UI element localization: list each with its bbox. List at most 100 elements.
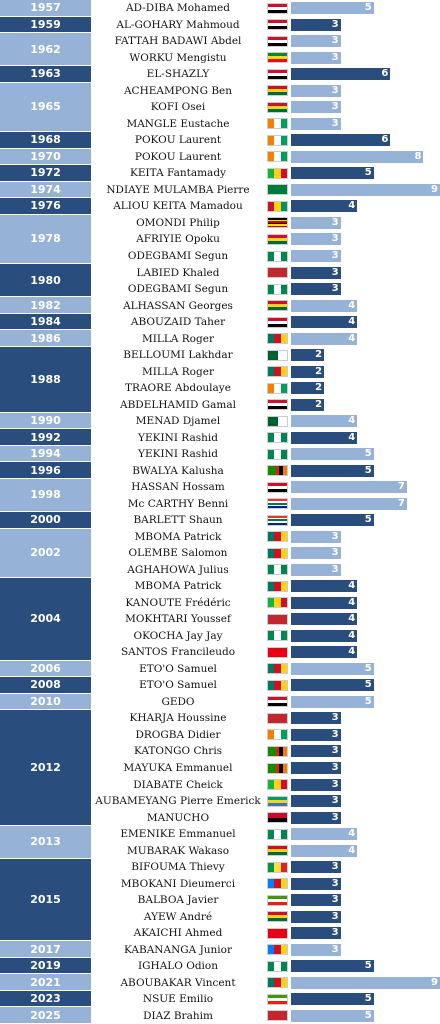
southafrica-flag-icon	[267, 514, 288, 526]
player-name: DROGBA Didier	[92, 726, 264, 744]
zambia-flag-icon	[267, 465, 288, 477]
egypt-flag-icon	[267, 399, 288, 411]
nigeria-flag-icon	[267, 828, 288, 840]
player-name: NDIAYE MULAMBA Pierre	[92, 181, 264, 199]
nigeria-flag-icon	[267, 283, 288, 295]
goals-bar	[291, 563, 341, 576]
player-name: BWALYA Kalusha	[92, 462, 264, 479]
goals-bar	[291, 547, 341, 560]
goals-value-label: 4	[348, 613, 356, 625]
player-name: POKOU Laurent	[92, 148, 264, 166]
goals-value-label: 5	[364, 695, 372, 707]
egypt-flag-icon	[267, 481, 288, 493]
goals-bar	[291, 68, 391, 81]
player-name: OMONDI Philip	[92, 214, 264, 232]
goals-value-label: 2	[315, 349, 323, 361]
zambia-flag-icon	[267, 745, 288, 757]
goals-value-label: 5	[364, 2, 372, 14]
goals-value-label: 3	[331, 877, 339, 889]
goals-value-label: 6	[381, 134, 389, 146]
goals-value-label: 3	[331, 117, 339, 129]
year-label: 2023	[0, 990, 91, 1008]
year-label: 1965	[0, 82, 91, 133]
player-name: KATONGO Chris	[92, 743, 264, 760]
player-name: POKOU Laurent	[92, 132, 264, 149]
goals-value-label: 4	[348, 316, 356, 328]
goals-bar	[291, 35, 341, 48]
cameroon-flag-icon	[267, 547, 288, 559]
player-name: MILLA Roger	[92, 330, 264, 347]
player-name: MOKHTARI Youssef	[92, 611, 264, 628]
goals-bar	[291, 679, 374, 692]
cameroon-flag-icon	[267, 663, 288, 675]
player-name: ODEGBAMI Segun	[92, 280, 264, 298]
goals-bar	[291, 382, 325, 395]
drcongo-flag-icon	[267, 944, 288, 956]
player-name: BALBOA Javier	[92, 891, 264, 909]
goals-value-label: 3	[331, 216, 339, 228]
mali-flag-icon	[267, 597, 288, 609]
player-name: ETO'O Samuel	[92, 660, 264, 678]
zaire-flag-icon	[267, 184, 288, 196]
player-name: MUBARAK Wakaso	[92, 842, 264, 859]
player-name: AYEW André	[92, 908, 264, 925]
player-name: MANGLE Eustache	[92, 115, 264, 133]
goals-bar	[291, 828, 358, 841]
goals-bar	[291, 250, 341, 262]
goals-bar	[291, 514, 374, 527]
goals-bar	[291, 712, 341, 725]
angola-flag-icon	[267, 812, 288, 824]
year-label: 1988	[0, 346, 91, 413]
goals-bar	[291, 266, 341, 279]
ethiopia-flag-icon	[267, 52, 288, 64]
year-label: 2006	[0, 660, 91, 678]
guinea-flag-icon	[267, 200, 288, 212]
nigeria-flag-icon	[267, 630, 288, 642]
goals-bar	[291, 745, 341, 758]
goals-bar	[291, 629, 358, 642]
goals-bar	[291, 613, 358, 626]
ivory-flag-icon	[267, 382, 288, 394]
goals-bar	[291, 316, 358, 329]
nigeria-flag-icon	[267, 960, 288, 972]
ghana-flag-icon	[267, 911, 288, 923]
year-label: 1963	[0, 66, 91, 83]
player-name: KANOUTE Frédéric	[92, 594, 264, 612]
tunisia-flag-icon	[267, 927, 288, 939]
year-label: 1982	[0, 297, 91, 314]
player-name: KHARJA Houssine	[92, 710, 264, 727]
player-name: KABANANGA Junior	[92, 941, 264, 958]
goals-bar	[291, 349, 325, 362]
goals-value-label: 3	[331, 547, 339, 559]
goals-value-label: 7	[397, 497, 405, 509]
morocco-flag-icon	[267, 613, 288, 625]
year-label: 2019	[0, 957, 91, 975]
goals-bar	[291, 662, 374, 675]
goals-bar	[291, 910, 341, 923]
goals-bar	[291, 596, 358, 609]
goals-value-label: 4	[348, 200, 356, 212]
player-name: AL-GOHARY Mahmoud	[92, 16, 264, 34]
year-label: 1986	[0, 330, 91, 347]
year-label: 1996	[0, 462, 91, 479]
player-name: OLEMBE Salomon	[92, 545, 264, 562]
zambia-flag-icon	[267, 762, 288, 774]
goals-value-label: 3	[331, 927, 339, 939]
goals-bar	[291, 877, 341, 890]
goals-bar	[291, 795, 341, 808]
goals-value-label: 8	[414, 150, 422, 162]
goals-value-label: 3	[331, 233, 339, 245]
player-name: AKAICHI Ahmed	[92, 924, 264, 942]
player-name: KOFI Osei	[92, 99, 264, 116]
goals-value-label: 3	[331, 266, 339, 278]
goals-value-label: 2	[315, 365, 323, 377]
goals-value-label: 3	[331, 943, 339, 955]
goals-value-label: 4	[348, 629, 356, 641]
goals-value-label: 7	[397, 481, 405, 493]
goals-value-label: 3	[331, 778, 339, 790]
year-label: 1962	[0, 33, 91, 67]
goals-bar	[291, 728, 341, 741]
goals-value-label: 3	[331, 563, 339, 575]
player-name: HASSAN Hossam	[92, 478, 264, 496]
goals-value-label: 5	[364, 679, 372, 691]
